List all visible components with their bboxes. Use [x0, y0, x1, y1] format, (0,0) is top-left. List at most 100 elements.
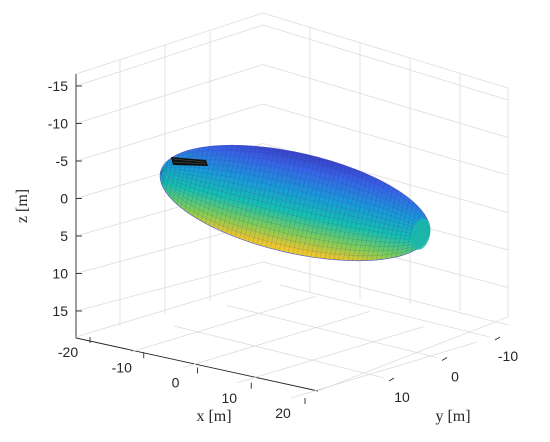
- grid-line: [226, 305, 438, 358]
- mesh-line: [160, 171, 430, 240]
- z-tick-label: 15: [52, 303, 68, 319]
- grid-line: [237, 326, 424, 384]
- marker-body: [171, 157, 208, 166]
- mesh-line: [160, 171, 430, 247]
- mesh-line: [342, 172, 364, 261]
- mesh-line: [356, 178, 377, 261]
- mesh-line: [160, 159, 430, 235]
- grid-line: [290, 341, 478, 399]
- mesh-line: [160, 171, 430, 243]
- mesh-line: [283, 154, 307, 252]
- mesh-line: [261, 149, 284, 246]
- mesh-line: [230, 145, 252, 236]
- mesh-line: [333, 169, 356, 260]
- grid-line: [75, 24, 264, 87]
- mesh-line: [188, 147, 205, 214]
- axes-box: [75, 74, 319, 392]
- mesh-line: [297, 157, 320, 255]
- mesh-line: [338, 170, 360, 261]
- mesh-line: [192, 146, 210, 217]
- y-tick-label: 0: [451, 369, 459, 385]
- mesh-line: [265, 150, 289, 248]
- mesh-line: [160, 171, 430, 235]
- mesh-line: [165, 156, 174, 192]
- mesh-line: [205, 145, 224, 224]
- mesh-line: [200, 145, 219, 222]
- z-axis-ticks: -15 -10 -5 0 5 10 15: [48, 78, 82, 319]
- y-axis-ticks: -10 0 10: [388, 336, 518, 405]
- grid-line: [129, 295, 316, 353]
- y-tick-mark: [388, 377, 395, 382]
- mesh-line: [160, 171, 430, 235]
- x-axis-ticks: -20 -10 0 10 20: [58, 337, 306, 421]
- mesh-line: [306, 160, 329, 257]
- mesh-line: [292, 156, 316, 254]
- mesh-line: [380, 189, 398, 260]
- mesh-line: [243, 147, 266, 241]
- mesh-line: [160, 163, 430, 235]
- x-tick-label: -20: [58, 344, 78, 360]
- mesh-line: [160, 154, 430, 235]
- z-tick-label: -5: [56, 153, 69, 169]
- grid-line: [183, 311, 370, 368]
- mesh-line: [328, 167, 351, 260]
- y-axis-label: y [m]: [435, 408, 470, 425]
- mesh-line: [248, 147, 271, 242]
- mesh-line: [222, 145, 243, 232]
- mesh-line: [400, 201, 414, 256]
- mesh-line: [385, 192, 402, 259]
- grid-line: [75, 64, 264, 124]
- x-tick-label: -10: [112, 359, 132, 375]
- mesh-line: [361, 180, 381, 261]
- mesh-line: [324, 165, 347, 259]
- x-tick-label: 10: [221, 390, 237, 406]
- grid-line: [262, 103, 509, 176]
- mesh-line: [347, 174, 368, 261]
- mesh-line: [376, 187, 394, 261]
- x-tick-label: 0: [172, 375, 180, 391]
- mesh-line: [371, 184, 390, 261]
- mesh-line: [217, 145, 238, 230]
- y-tick-label: 10: [394, 389, 410, 405]
- z-axis-label: z [m]: [14, 189, 31, 223]
- mesh-line: [160, 169, 430, 235]
- grid-line: [75, 103, 264, 162]
- mesh-line: [319, 164, 342, 259]
- mesh-line: [184, 147, 200, 211]
- mesh-line: [352, 176, 373, 261]
- grid-line: [262, 24, 509, 101]
- mesh-line: [366, 182, 385, 261]
- mesh-line: [160, 171, 430, 235]
- mesh-line: [161, 160, 169, 186]
- x-axis-label: x [m]: [196, 408, 231, 425]
- x-tick-label: 20: [275, 405, 291, 421]
- mesh-line: [256, 149, 280, 245]
- mesh-line: [270, 151, 293, 249]
- grid-line: [173, 325, 385, 379]
- y-tick-mark: [441, 357, 448, 361]
- mesh-line: [390, 195, 406, 259]
- mesh-line: [395, 198, 410, 258]
- z-tick-label: -10: [48, 116, 68, 132]
- grid-line: [279, 284, 491, 338]
- ellipsoid-end-cap: [411, 218, 431, 250]
- mesh-line: [234, 146, 257, 237]
- mesh-line: [196, 145, 214, 219]
- grid-line: [75, 261, 264, 312]
- mesh-line: [180, 148, 195, 208]
- z-tick-label: -15: [48, 78, 68, 94]
- z-tick-label: 10: [52, 266, 68, 282]
- mesh-line: [160, 171, 430, 252]
- mesh-line: [315, 162, 338, 258]
- z-tick-label: 0: [60, 191, 68, 207]
- mesh-line: [160, 150, 430, 235]
- mesh-line: [252, 148, 275, 244]
- y-tick-mark: [494, 336, 501, 341]
- grid-line: [262, 64, 509, 138]
- mesh-line: [405, 205, 418, 255]
- mesh-line: [301, 158, 325, 256]
- mesh-line: [274, 152, 298, 250]
- grid-line: [262, 261, 509, 326]
- y-tick-label: -10: [498, 348, 518, 364]
